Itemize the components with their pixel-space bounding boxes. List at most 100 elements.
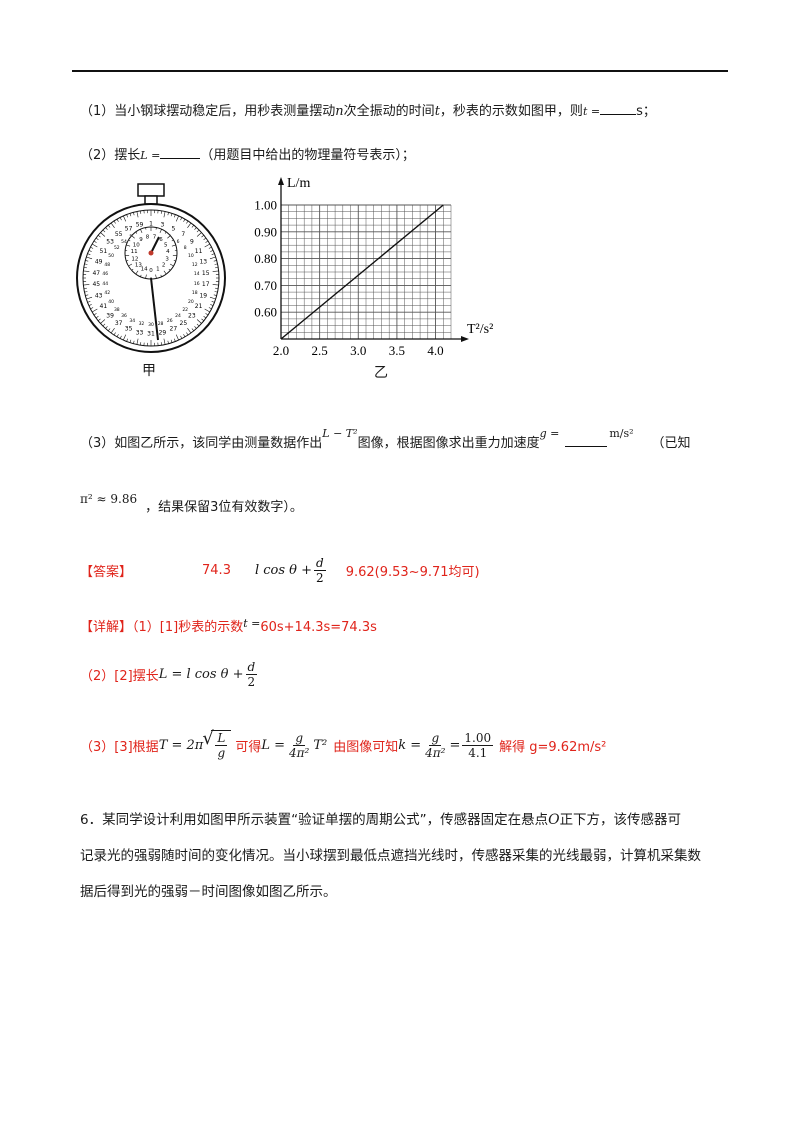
x-tick-label: 2.5 [312,343,328,358]
stopwatch-inner-number: 2 [162,262,166,268]
stopwatch-inner-tick [163,270,167,275]
stopwatch-inner-tick [140,229,143,234]
stopwatch-outer-tick [209,296,216,300]
x-axis-arrow [461,336,469,342]
stopwatch-outer-number-ring2: 12 [192,262,198,268]
stopwatch-outer-number: 19 [199,292,207,299]
stopwatch-inner-tick [155,274,157,279]
stopwatch-outer-number-ring2: 52 [114,245,120,251]
stopwatch-outer-tick [95,237,99,241]
stopwatch-outer-tick [116,334,119,338]
stopwatch-outer-tick [175,334,179,341]
stopwatch-outer-tick [88,250,92,252]
stopwatch-inner-tick [168,268,171,271]
stopwatch-inner-tick [159,229,162,234]
stopwatch-outer-tick [129,213,132,217]
stopwatch-outer-tick [83,284,90,286]
stopwatch-outer-tick [90,246,94,249]
stopwatch-outer-tick [203,237,207,241]
stopwatch-outer-number: 53 [106,239,114,246]
answer-blank-2[interactable] [160,158,201,159]
stopwatch-outer-tick [88,304,92,306]
y-axis-arrow [278,177,284,185]
stopwatch-inner-tick [173,260,176,262]
stopwatch-inner-number: 9 [139,237,143,243]
stopwatch-outer-tick [201,318,205,322]
stopwatch-inner-number: 12 [131,256,138,262]
stopwatch-outer-tick [191,328,195,332]
stopwatch-outer-tick [97,318,101,322]
stopwatch-outer-tick [174,214,176,218]
stopwatch-outer-number-ring2: 26 [167,318,173,324]
stopwatch-outer-tick [136,338,139,345]
stopwatch-outer-number: 33 [136,329,144,336]
answer-blank-3[interactable] [565,446,608,447]
stopwatch-outer-tick [97,234,101,238]
stopwatch-outer-number: 17 [202,281,210,288]
x-tick-labels: 2.0 2.5 3.0 3.5 4.0 [273,343,444,358]
stopwatch-outer-tick [86,256,93,260]
stopwatch-outer-tick [214,263,218,265]
stopwatch-outer-tick [87,253,91,255]
stopwatch-outer-tick [116,218,119,222]
stopwatch-outer-tick [212,270,219,272]
stopwatch-outer-number-ring2: 18 [192,290,198,296]
stopwatch-outer-ticks [83,210,219,346]
stopwatch-outer-tick [201,234,205,238]
stopwatch-outer-tick [196,319,202,324]
stopwatch-outer-tick [191,224,195,228]
stopwatch-outer-tick [107,224,111,228]
stopwatch-outer-number-ring2: 24 [175,313,181,319]
question-6-line-2: 记录光的强弱随时间的变化情况。当小球摆到最低点遮挡光线时，传感器采集的光线最弱，… [80,848,701,864]
stopwatch-inner-tick [131,268,134,271]
y-tick-labels: 0.60 0.70 0.80 0.90 1.00 [254,198,277,320]
answer-blank-1[interactable] [600,114,637,115]
stopwatch-outer-tick [167,340,169,344]
stopwatch-outer-tick [208,246,212,249]
stopwatch-outer-tick [91,243,98,248]
stopwatch-inner-tick [135,270,139,275]
question-3: （3）如图乙所示，该同学由测量数据作出L − T²图像，根据图像求出重力加速度g… [80,427,691,451]
stopwatch-outer-tick [186,220,189,224]
stopwatch-outer-number: 23 [188,312,196,319]
question-2: （2）摆长L = （用题目中给出的物理量符号表示）； [80,148,415,163]
stopwatch-outer-number-ring2: 30 [148,322,154,328]
stopwatch-outer-number: 13 [199,259,207,266]
stopwatch-outer-tick [102,229,106,233]
stopwatch-inner-tick [167,235,171,239]
stopwatch-outer-number-ring2: 32 [139,321,145,327]
y-tick-label: 0.70 [254,278,277,293]
stopwatch-outer-tick [105,227,108,230]
stopwatch-outer-tick [180,335,183,339]
stopwatch-outer-number-ring2: 50 [108,253,114,259]
stopwatch-outer-tick [123,334,127,341]
stopwatch-inner-tick [126,244,131,247]
stopwatch-outer-number-ring2: 54 [121,239,127,245]
stopwatch-outer-number-ring2: 36 [121,313,127,319]
stopwatch-outer-tick [174,338,176,342]
y-tick-label: 1.00 [254,198,277,213]
stopwatch-outer-tick [208,307,212,310]
stopwatch-outer-number: 37 [115,320,123,327]
stopwatch-outer-tick [133,212,135,216]
stopwatch-outer-number-ring2: 6 [177,239,180,245]
stopwatch-inner-number: 5 [164,243,168,249]
stopwatch-outer-tick [203,315,207,319]
stopwatch-outer-tick [213,294,217,296]
stopwatch-inner-number: 7 [153,234,157,240]
stopwatch-outer-tick [196,229,200,233]
stopwatch-outer-number: 29 [159,329,167,336]
stopwatch-outer-tick [119,217,122,221]
stopwatch-second-hand [150,277,159,341]
stopwatch-outer-tick [119,335,122,339]
stopwatch-outer-tick [93,313,97,316]
stopwatch-outer-tick [211,253,215,255]
stopwatch-outer-number: 31 [147,331,155,338]
stopwatch-outer-number: 39 [106,312,114,319]
stopwatch-outer-tick [123,215,127,222]
stopwatch-outer-tick [209,256,216,260]
y-tick-label: 0.80 [254,251,277,266]
stopwatch-inner-tick [171,239,174,242]
